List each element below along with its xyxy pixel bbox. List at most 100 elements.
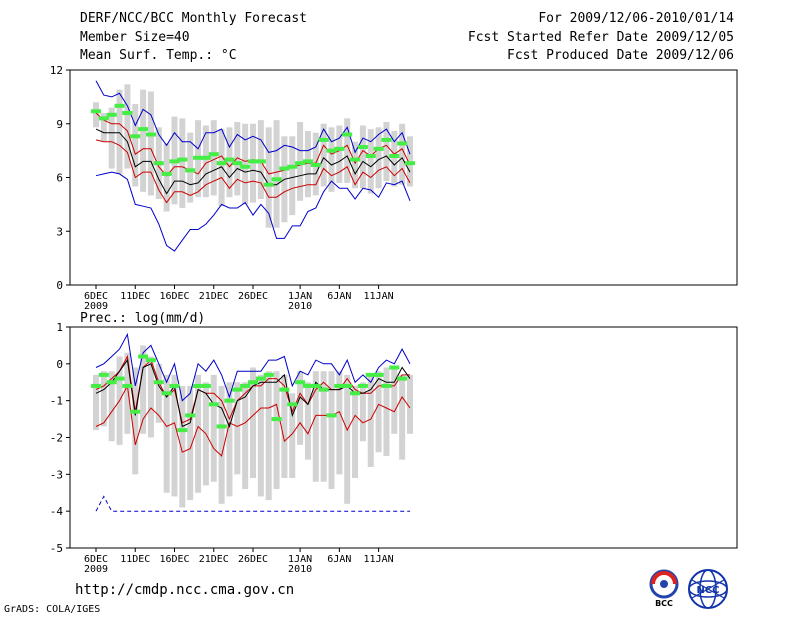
temp-box	[163, 143, 170, 212]
prec-box	[195, 374, 202, 493]
prec-obs-marker	[365, 372, 376, 377]
prec-obs-marker	[169, 383, 180, 388]
temp-obs-marker	[161, 171, 172, 176]
temp-obs-marker	[240, 164, 251, 169]
prec-obs-marker	[350, 391, 361, 396]
temp-obs-marker	[177, 157, 188, 162]
temp-obs-marker	[145, 132, 156, 137]
prec-box	[359, 382, 366, 442]
prec-obs-marker	[193, 383, 204, 388]
temp-obs-marker	[200, 155, 211, 160]
prec-box	[383, 367, 390, 456]
temp-obs-marker	[138, 127, 149, 132]
temp-box	[210, 120, 217, 196]
temp-obs-marker	[130, 134, 141, 139]
prec-x-tick-label: 6DEC	[84, 554, 108, 565]
prec-obs-marker	[342, 383, 353, 388]
temp-obs-marker	[169, 159, 180, 164]
prec-obs-marker	[161, 391, 172, 396]
temp-obs-marker	[357, 145, 368, 150]
temp-obs-marker	[318, 137, 329, 142]
prec-box	[273, 371, 280, 490]
prec-box	[187, 385, 194, 501]
prec-box	[140, 345, 147, 434]
temp-obs-marker	[91, 109, 101, 114]
temp-x-tick-label: 2009	[84, 301, 108, 312]
prec-obs-marker	[232, 387, 243, 392]
prec-obs-marker	[130, 409, 141, 414]
temp-x-tick-label: 6JAN	[327, 291, 351, 302]
temp-obs-marker	[248, 159, 258, 164]
prec-obs-marker	[397, 376, 408, 381]
temp-obs-marker	[122, 111, 133, 115]
temp-box	[289, 136, 296, 216]
temp-box	[328, 127, 335, 192]
temp-mean-line	[95, 128, 411, 195]
prec-obs-marker	[153, 380, 164, 385]
prec-obs-marker	[145, 358, 156, 363]
prec-obs-marker	[287, 402, 298, 407]
prec-box	[147, 356, 154, 438]
temp-x-tick-label: 11JAN	[364, 291, 394, 302]
prec-box	[226, 382, 233, 497]
prec-dashed-min-line	[95, 495, 410, 512]
prec-y-tick-label: 0	[56, 358, 63, 371]
prec-box	[352, 385, 359, 479]
prec-obs-marker	[381, 383, 392, 388]
prec-box	[108, 371, 115, 442]
temp-max-line	[95, 80, 411, 155]
prec-box	[281, 374, 288, 479]
temp-obs-marker	[302, 159, 313, 164]
prec-obs-marker	[114, 376, 125, 381]
prec-obs-marker	[185, 413, 196, 418]
header-variable: Mean Surf. Temp.: °C	[80, 48, 237, 63]
prec-x-tick-label: 11DEC	[120, 554, 150, 565]
temp-box	[383, 121, 390, 182]
temp-box	[93, 102, 99, 128]
temp-box	[265, 127, 272, 228]
temp-box	[108, 107, 115, 169]
prec-box	[100, 371, 107, 427]
temp-obs-marker	[279, 166, 290, 171]
prec-y-tick-label: -5	[50, 542, 63, 555]
prec-box	[344, 374, 351, 504]
prec-box	[218, 385, 225, 504]
temp-obs-marker	[208, 152, 219, 157]
prec-x-tick-label: 2009	[84, 564, 108, 575]
prec-box	[93, 374, 99, 431]
temp-box	[242, 123, 249, 205]
footer-url[interactable]: http://cmdp.ncc.cma.gov.cn	[75, 582, 295, 598]
temp-box	[124, 84, 131, 169]
prec-obs-marker	[248, 380, 258, 385]
prec-obs-marker	[177, 428, 188, 433]
prec-obs-marker	[326, 413, 337, 418]
temp-obs-marker	[153, 161, 164, 166]
temp-obs-marker	[271, 177, 282, 182]
prec-obs-marker	[200, 383, 211, 388]
prec-box	[171, 374, 178, 497]
prec-obs-marker	[295, 380, 306, 385]
prec-obs-marker	[310, 383, 321, 388]
temp-box	[273, 120, 280, 228]
prec-x-tick-label: 26DEC	[238, 554, 268, 565]
temp-box	[100, 113, 107, 142]
temp-obs-marker	[287, 164, 298, 169]
temp-box	[359, 125, 366, 189]
temp-x-tick-label: 1JAN	[288, 291, 312, 302]
temp-obs-marker	[310, 162, 321, 167]
temp-x-tick-label: 21DEC	[199, 291, 229, 302]
ncc-logo: NCC	[688, 569, 728, 609]
temp-box	[132, 104, 139, 187]
temp-box	[344, 118, 351, 183]
header-period: For 2009/12/06-2010/01/14	[538, 11, 734, 26]
temp-obs-marker	[389, 154, 400, 158]
temp-y-tick-label: 12	[50, 64, 63, 77]
prec-box	[289, 393, 296, 479]
temp-y-tick-label: 6	[56, 172, 63, 185]
prec-x-tick-label: 11JAN	[364, 554, 394, 565]
temp-box	[116, 89, 123, 174]
temp-box	[179, 118, 186, 208]
prec-box	[242, 382, 249, 490]
